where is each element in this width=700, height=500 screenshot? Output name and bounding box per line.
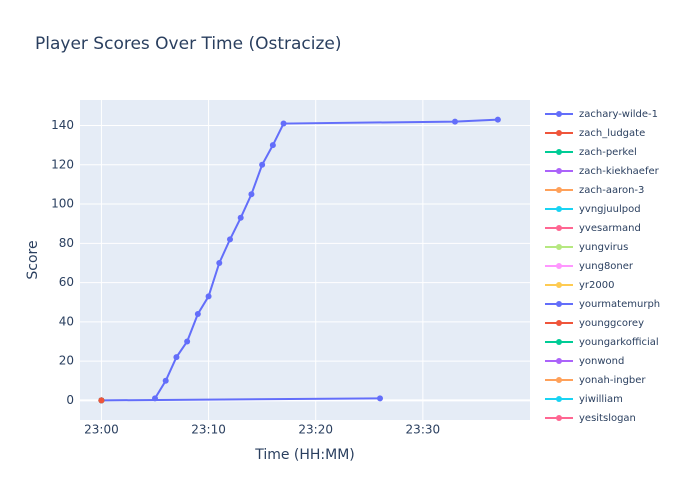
legend-label: yr2000 xyxy=(579,280,614,291)
legend-marker xyxy=(556,320,562,326)
legend-marker xyxy=(556,282,562,288)
legend-label: youngarkofficial xyxy=(579,337,659,348)
data-point xyxy=(269,142,276,149)
legend-label: yonah-ingber xyxy=(579,375,646,386)
y-tick-label: 100 xyxy=(51,197,74,211)
data xyxy=(98,116,501,404)
data-point xyxy=(216,259,223,266)
legend-label: zachary-wilde-1 xyxy=(579,109,658,120)
data-point xyxy=(280,120,287,127)
x-tick-label: 23:00 xyxy=(84,423,119,437)
x-axis-title: Time (HH:MM) xyxy=(254,447,355,463)
chart-title: Player Scores Over Time (Ostracize) xyxy=(35,34,342,54)
legend-label: yourmatemurph xyxy=(579,299,660,310)
legend-label: yesitslogan xyxy=(579,413,636,424)
data-point xyxy=(494,116,501,123)
data-point xyxy=(194,310,201,317)
legend-label: younggcorey xyxy=(579,318,644,329)
y-axis-title: Score xyxy=(25,240,41,279)
legend-label: yonwond xyxy=(579,356,624,367)
y-tick-label: 40 xyxy=(59,314,74,328)
data-point xyxy=(162,377,169,384)
legend-label: zach-aaron-3 xyxy=(579,185,644,196)
y-tick-label: 0 xyxy=(66,393,74,407)
data-point xyxy=(237,214,244,221)
legend-marker xyxy=(556,111,562,117)
plot-area xyxy=(80,100,530,420)
legend-marker xyxy=(556,358,562,364)
data-point xyxy=(184,338,191,345)
legend-marker xyxy=(556,415,562,421)
data-point xyxy=(227,236,233,243)
legend-label: zach_ludgate xyxy=(579,128,645,139)
y-tick-label: 80 xyxy=(59,236,74,250)
legend-marker xyxy=(556,396,562,402)
x-tick-label: 23:20 xyxy=(298,423,333,437)
data-point xyxy=(173,354,180,361)
legend-marker xyxy=(556,206,562,212)
y-tick-label: 20 xyxy=(59,354,74,368)
legend-marker xyxy=(556,130,562,136)
legend-label: yvngjuulpod xyxy=(579,204,641,215)
data-point xyxy=(377,395,383,402)
legend-marker xyxy=(556,187,562,193)
legend-marker xyxy=(556,244,562,250)
data-point xyxy=(248,191,255,198)
legend-label: yvesarmand xyxy=(579,223,641,234)
y-tick-label: 140 xyxy=(51,118,74,132)
y-tick-label: 120 xyxy=(51,157,74,171)
legend-label: zach-perkel xyxy=(579,147,637,158)
x-tick-label: 23:10 xyxy=(191,423,226,437)
series-line xyxy=(101,397,381,402)
legend-label: zach-kiekhaefer xyxy=(579,166,660,177)
data-point xyxy=(152,395,158,402)
data-point xyxy=(259,161,266,168)
y-tick-label: 60 xyxy=(59,275,74,289)
legend: zachary-wilde-1 zach_ludgate zach-perkel za… xyxy=(545,109,660,424)
legend-marker xyxy=(556,377,562,383)
legend-marker xyxy=(556,301,562,307)
data-point xyxy=(452,118,458,125)
legend-label: yungvirus xyxy=(579,242,628,253)
legend-marker xyxy=(556,168,562,174)
legend-marker xyxy=(556,263,562,269)
legend-marker xyxy=(556,339,562,345)
legend-label: yiwilliam xyxy=(579,394,623,405)
legend-marker xyxy=(556,225,562,231)
data-point xyxy=(205,293,212,300)
legend-marker xyxy=(556,149,562,155)
grid xyxy=(80,100,530,420)
x-tick-label: 23:30 xyxy=(406,423,441,437)
data-point xyxy=(98,397,105,404)
legend-label: yung8oner xyxy=(579,261,634,272)
